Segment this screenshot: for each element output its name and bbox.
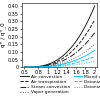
Vapor generation bbox=[88, 49, 89, 50]
Vapor generation bbox=[67, 61, 68, 62]
Steam convection bbox=[88, 40, 89, 42]
Air transpiration bbox=[67, 55, 68, 56]
Mixed water bbox=[67, 62, 68, 64]
Steam convection bbox=[94, 32, 95, 33]
Line: Air convection: Air convection bbox=[24, 6, 95, 67]
Deionized steam bbox=[88, 62, 89, 63]
Mixed water bbox=[24, 67, 25, 68]
Air convection bbox=[24, 67, 25, 68]
Deionized steam bbox=[65, 65, 67, 66]
Vapor generation bbox=[24, 67, 25, 68]
Steam convection bbox=[83, 45, 84, 46]
Deionized water bbox=[67, 64, 68, 65]
Mixed water bbox=[66, 63, 67, 64]
Air convection bbox=[66, 52, 67, 53]
Air transpiration bbox=[24, 67, 25, 68]
Vapor generation bbox=[24, 67, 25, 68]
Air transpiration bbox=[83, 37, 84, 38]
Air transpiration bbox=[66, 55, 67, 57]
Mixed water bbox=[24, 67, 25, 68]
Deionized steam bbox=[66, 65, 67, 66]
Deionized steam bbox=[67, 65, 68, 66]
Line: Air transpiration: Air transpiration bbox=[24, 20, 95, 67]
Air convection bbox=[94, 5, 95, 7]
Line: Steam convection: Steam convection bbox=[24, 33, 95, 67]
Air transpiration bbox=[94, 19, 95, 20]
Deionized steam bbox=[83, 63, 84, 64]
Steam convection bbox=[67, 58, 68, 59]
Air convection bbox=[83, 29, 84, 30]
Deionized steam bbox=[94, 60, 95, 62]
Deionized water bbox=[24, 67, 25, 68]
Air convection bbox=[67, 51, 68, 52]
Steam convection bbox=[65, 59, 67, 60]
Steam convection bbox=[24, 67, 25, 68]
Line: Deionized steam: Deionized steam bbox=[24, 61, 95, 67]
Vapor generation bbox=[94, 44, 95, 45]
Mixed water bbox=[83, 56, 84, 57]
Deionized water bbox=[83, 60, 84, 61]
Air transpiration bbox=[88, 31, 89, 32]
Y-axis label: q'' / q''_0: q'' / q''_0 bbox=[0, 23, 6, 47]
Line: Vapor generation: Vapor generation bbox=[24, 44, 95, 67]
Deionized steam bbox=[24, 67, 25, 68]
Mixed water bbox=[94, 50, 95, 51]
Legend: Air convection, Air transpiration, Steam convection, Vapor generation, Mixed wat: Air convection, Air transpiration, Steam… bbox=[20, 75, 100, 94]
Vapor generation bbox=[65, 61, 67, 62]
Line: Deionized water: Deionized water bbox=[24, 56, 95, 67]
Air transpiration bbox=[65, 56, 67, 57]
Deionized water bbox=[66, 64, 67, 65]
Deionized water bbox=[94, 56, 95, 57]
Mixed water bbox=[65, 63, 67, 64]
Air convection bbox=[65, 53, 67, 54]
Deionized steam bbox=[24, 67, 25, 68]
Deionized water bbox=[24, 67, 25, 68]
Deionized water bbox=[88, 58, 89, 60]
Steam convection bbox=[66, 59, 67, 60]
Air convection bbox=[24, 67, 25, 68]
Air transpiration bbox=[24, 67, 25, 68]
Deionized water bbox=[65, 64, 67, 65]
Vapor generation bbox=[83, 52, 84, 54]
Air convection bbox=[88, 20, 89, 21]
Mixed water bbox=[88, 54, 89, 55]
Vapor generation bbox=[66, 61, 67, 62]
Line: Mixed water: Mixed water bbox=[24, 50, 95, 67]
Steam convection bbox=[24, 67, 25, 68]
